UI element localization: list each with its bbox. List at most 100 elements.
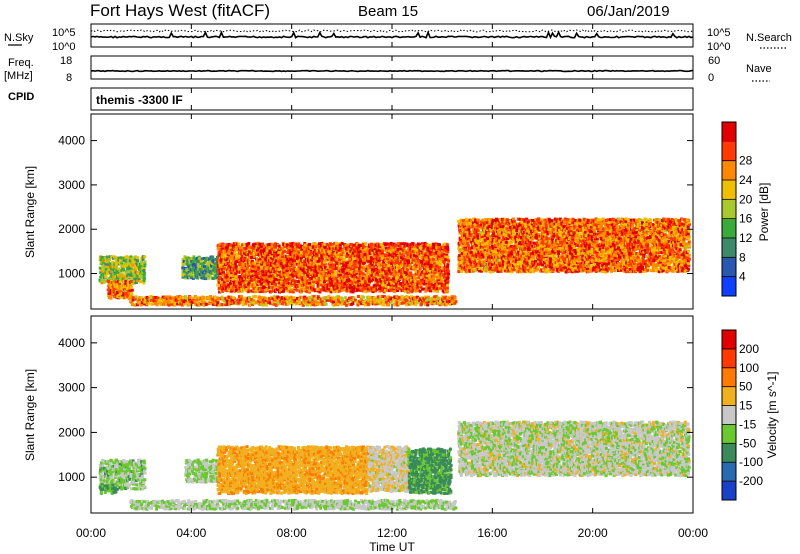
data-cell — [247, 268, 251, 272]
data-cell — [229, 280, 233, 283]
data-cell — [269, 258, 273, 262]
data-cell — [243, 296, 247, 300]
data-cell — [230, 251, 234, 255]
data-cell — [343, 257, 347, 261]
data-cell — [263, 257, 267, 261]
data-cell — [131, 269, 135, 273]
data-cell — [269, 254, 273, 258]
data-cell — [243, 265, 247, 269]
data-cell — [297, 249, 301, 253]
data-cell — [205, 267, 209, 271]
data-cell — [254, 269, 258, 273]
data-cell — [311, 284, 315, 287]
data-cell — [251, 274, 255, 278]
data-cell — [311, 270, 315, 274]
data-cell — [241, 263, 245, 267]
data-cell — [279, 252, 283, 256]
data-cell — [140, 276, 144, 280]
data-cell — [187, 264, 191, 268]
data-cell — [111, 260, 115, 264]
data-cell — [237, 242, 241, 246]
data-cell — [290, 267, 294, 271]
data-cell — [263, 265, 267, 269]
data-cell — [303, 255, 307, 258]
data-cell — [294, 246, 298, 250]
data-cell — [251, 267, 255, 271]
data-cell — [289, 253, 293, 256]
data-cell — [119, 263, 122, 266]
data-cell — [265, 261, 269, 265]
data-cell — [279, 262, 283, 266]
data-cell — [212, 271, 216, 275]
data-cell — [240, 275, 244, 279]
data-cell — [290, 244, 294, 248]
data-cell — [261, 278, 265, 282]
data-cell — [107, 260, 110, 264]
data-cell — [385, 300, 388, 304]
data-cell — [247, 286, 251, 290]
data-cell — [283, 249, 287, 253]
data-cell — [220, 263, 224, 267]
data-cell — [446, 269, 450, 273]
data-cell — [232, 296, 235, 300]
data-cell — [236, 298, 240, 302]
data-cell — [274, 248, 278, 252]
data-cell — [299, 280, 303, 283]
data-cell — [243, 274, 247, 277]
nsearch-trace — [90, 29, 694, 33]
data-cell — [110, 270, 114, 274]
data-cell — [247, 272, 251, 276]
data-cell — [110, 282, 114, 286]
data-cell — [242, 260, 246, 263]
data-cell — [139, 264, 143, 268]
data-cell — [229, 245, 233, 249]
data-cell — [223, 278, 227, 282]
data-cell — [222, 270, 225, 274]
data-cell — [257, 246, 261, 250]
data-cell — [181, 266, 185, 270]
data-cell — [245, 269, 249, 273]
data-cell — [256, 282, 260, 286]
data-cell — [111, 268, 115, 271]
data-cell — [255, 266, 259, 270]
data-cell — [270, 243, 274, 247]
data-cell — [206, 272, 210, 276]
freq-bottom: 8 — [66, 72, 72, 84]
data-cell — [280, 281, 284, 285]
data-cell — [273, 261, 277, 265]
data-cell — [237, 267, 241, 271]
data-cell — [205, 262, 209, 266]
data-cell — [122, 282, 126, 286]
data-cell — [251, 264, 255, 268]
data-cell — [441, 302, 445, 306]
data-cell — [229, 265, 233, 269]
data-cell — [190, 265, 194, 269]
data-cell — [218, 265, 222, 269]
data-cell — [404, 298, 408, 302]
data-cell — [287, 281, 291, 285]
data-cell — [447, 259, 451, 263]
data-cell — [228, 252, 232, 256]
nave-label: Nave — [746, 63, 772, 75]
data-cell — [247, 281, 251, 285]
data-cell — [286, 246, 290, 250]
data-cell — [209, 266, 213, 270]
data-cell — [268, 285, 272, 289]
data-cell — [129, 259, 132, 263]
data-cell — [264, 266, 268, 270]
data-cell — [286, 275, 290, 279]
data-cell — [216, 247, 220, 251]
data-cell — [225, 275, 229, 279]
data-cell — [213, 276, 217, 280]
data-cell — [253, 255, 256, 259]
data-cell — [380, 256, 384, 260]
data-cell — [274, 283, 278, 287]
data-cell — [211, 255, 215, 259]
data-cell — [243, 246, 247, 250]
data-cell — [252, 272, 256, 276]
data-cell — [248, 257, 252, 261]
data-cell — [112, 277, 116, 281]
data-cell — [100, 255, 104, 259]
data-cell — [251, 261, 255, 265]
data-cell — [108, 294, 112, 298]
